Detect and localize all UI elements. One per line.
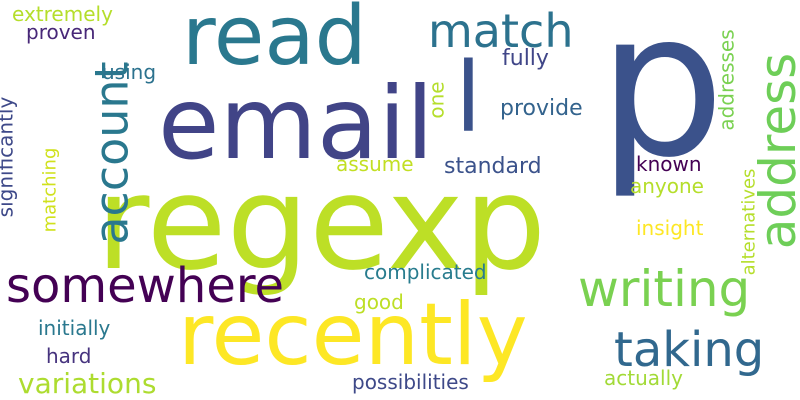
- word-writing: writing: [578, 260, 751, 318]
- word-taking: taking: [614, 322, 765, 378]
- word-variations: variations: [18, 367, 157, 400]
- word-insight: insight: [636, 216, 704, 240]
- word-l: l: [455, 42, 482, 154]
- word-extremely: extremely: [12, 2, 113, 26]
- word-alternatives: alternatives: [738, 168, 760, 276]
- word-address: address: [749, 52, 800, 250]
- word-possibilities: possibilities: [352, 370, 469, 394]
- word-using: using: [102, 60, 157, 84]
- word-assume: assume: [336, 152, 414, 176]
- word-somewhere: somewhere: [6, 258, 285, 314]
- word-provide: provide: [500, 96, 583, 121]
- word-fully: fully: [502, 46, 549, 71]
- word-account: account: [84, 61, 139, 245]
- word-anyone: anyone: [630, 174, 704, 198]
- word-hard: hard: [46, 344, 92, 368]
- word-regexp: regexp: [96, 147, 547, 299]
- word-p: p: [598, 0, 725, 202]
- word-addresses: addresses: [714, 29, 739, 131]
- word-complicated: complicated: [364, 260, 487, 284]
- word-one: one: [424, 81, 449, 119]
- word-significantly: significantly: [0, 96, 18, 218]
- word-proven: proven: [26, 20, 96, 44]
- word-actually: actually: [604, 366, 683, 390]
- word-email: email: [158, 65, 434, 182]
- word-initially: initially: [38, 316, 111, 340]
- word-matching: matching: [39, 147, 61, 233]
- word-match: match: [428, 4, 574, 58]
- word-good: good: [354, 290, 404, 314]
- word-read: read: [182, 0, 367, 84]
- word-standard: standard: [444, 154, 542, 179]
- word-known: known: [636, 152, 702, 176]
- word-recently: recently: [178, 285, 528, 385]
